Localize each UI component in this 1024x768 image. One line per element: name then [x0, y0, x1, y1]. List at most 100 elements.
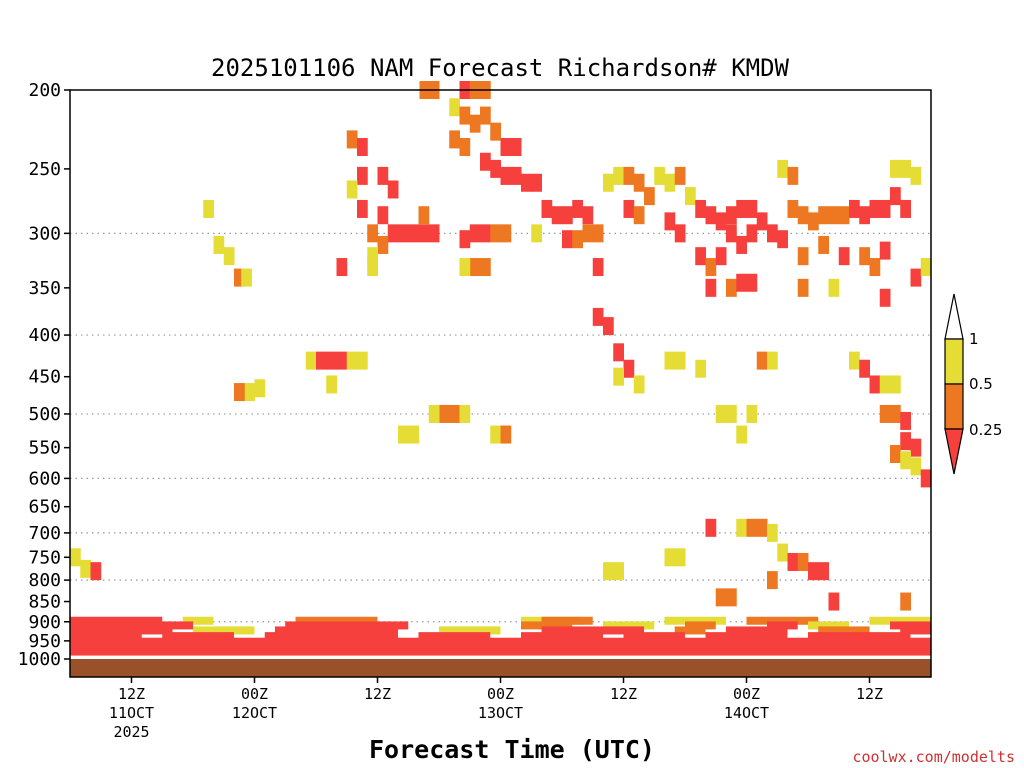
data-cell	[910, 457, 922, 476]
data-cell	[849, 199, 860, 218]
data-cell	[910, 166, 922, 185]
data-cell	[633, 375, 645, 394]
data-cell	[705, 258, 717, 277]
data-cell	[715, 212, 727, 231]
data-cell	[241, 268, 252, 287]
data-cell	[428, 404, 440, 423]
band-segment	[767, 621, 798, 630]
data-cell	[797, 206, 809, 225]
data-cells	[70, 81, 932, 611]
data-cell	[582, 224, 594, 243]
band-segment	[182, 616, 214, 625]
data-cell	[859, 247, 870, 266]
data-cell	[449, 98, 460, 117]
data-cell	[346, 130, 358, 149]
y-tick-label: 350	[28, 278, 61, 299]
data-cell	[879, 288, 891, 307]
data-cell	[490, 159, 501, 178]
data-cell	[346, 351, 358, 370]
data-cell	[736, 273, 747, 292]
data-cell	[890, 404, 901, 423]
band-segment	[70, 647, 931, 656]
data-cell	[592, 224, 604, 243]
colorbar-label: 0.25	[969, 421, 1002, 439]
data-cell	[818, 562, 829, 581]
data-cell	[736, 518, 747, 537]
data-cell	[223, 247, 235, 266]
data-cell	[838, 247, 850, 266]
data-cell	[746, 199, 758, 218]
y-tick-label: 500	[28, 404, 61, 425]
data-cell	[500, 425, 512, 444]
data-cell	[797, 278, 809, 297]
band-segment	[162, 632, 234, 641]
data-cell	[695, 199, 706, 218]
data-cell	[879, 375, 891, 394]
data-cell	[726, 404, 737, 423]
data-cell	[510, 138, 522, 157]
data-cell	[357, 199, 368, 218]
band-segment	[818, 626, 870, 635]
data-cell	[562, 206, 573, 225]
band-segment	[623, 632, 685, 641]
data-cell	[756, 351, 768, 370]
y-tick-label: 950	[28, 631, 61, 652]
data-cell	[459, 230, 471, 249]
data-cell	[715, 588, 727, 607]
data-cell	[326, 351, 337, 370]
band-segment	[705, 632, 788, 641]
data-cell	[377, 235, 389, 254]
band-segment	[275, 626, 398, 635]
data-cell	[674, 224, 686, 243]
data-cell	[705, 206, 717, 225]
data-cell	[664, 173, 676, 192]
data-cell	[828, 592, 840, 611]
data-cell	[623, 359, 635, 378]
data-cell	[541, 199, 553, 218]
data-cell	[367, 258, 378, 277]
data-cell	[879, 404, 891, 423]
data-cell	[900, 451, 911, 470]
band-segment	[439, 626, 501, 635]
data-cell	[756, 212, 768, 231]
data-cell	[818, 206, 829, 225]
data-cell	[900, 159, 911, 178]
band-segment	[808, 621, 849, 630]
y-tick-label: 850	[28, 592, 61, 613]
data-cell	[418, 224, 430, 243]
data-cell	[418, 206, 430, 225]
band-segment	[685, 621, 716, 630]
data-cell	[449, 130, 460, 149]
x-tick-label: 2025	[113, 723, 149, 741]
data-cell	[767, 351, 778, 370]
data-cell	[613, 343, 624, 362]
data-cell	[910, 268, 922, 287]
data-cell	[890, 187, 901, 206]
x-axis-label: Forecast Time (UTC)	[369, 735, 655, 764]
data-cell	[428, 224, 440, 243]
low-level-bands	[70, 616, 931, 656]
y-tick-label: 300	[28, 223, 61, 244]
data-cell	[644, 187, 655, 206]
data-cell	[490, 122, 501, 141]
data-cell	[480, 152, 491, 171]
data-cell	[623, 166, 635, 185]
data-cell	[849, 351, 860, 370]
data-cell	[531, 173, 542, 192]
data-cell	[869, 199, 881, 218]
data-cell	[480, 106, 491, 125]
data-cell	[736, 235, 747, 254]
data-cell	[387, 180, 399, 199]
x-tick-label: 12Z	[118, 685, 145, 703]
data-cell	[213, 235, 225, 254]
data-cell	[685, 187, 696, 206]
data-cell	[787, 166, 799, 185]
data-cell	[490, 224, 501, 243]
y-tick-label: 1000	[18, 649, 61, 670]
data-cell	[490, 425, 501, 444]
band-segment	[152, 621, 193, 630]
band-segment	[295, 616, 378, 625]
data-cell	[562, 230, 573, 249]
x-tick-label: 00Z	[487, 685, 514, 703]
